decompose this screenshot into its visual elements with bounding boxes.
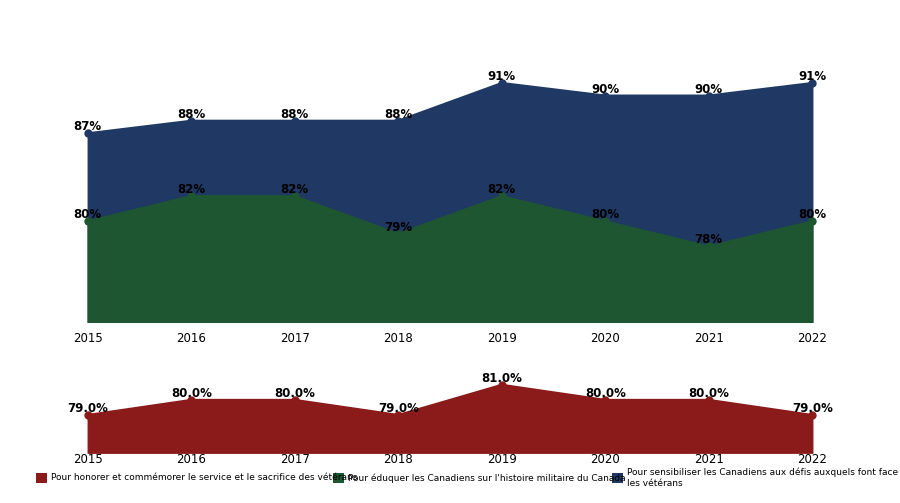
Text: 79.0%: 79.0% bbox=[792, 402, 832, 415]
Text: 79.0%: 79.0% bbox=[68, 402, 108, 415]
Text: 2022: 2022 bbox=[797, 332, 827, 345]
Text: 2017: 2017 bbox=[280, 454, 310, 466]
Text: 2020: 2020 bbox=[590, 454, 620, 466]
Text: 90%: 90% bbox=[591, 82, 619, 96]
Text: 2016: 2016 bbox=[176, 332, 206, 345]
Text: Pour éduquer les Canadiens sur l'histoire militaire du Canada: Pour éduquer les Canadiens sur l'histoir… bbox=[348, 473, 626, 482]
Text: 2018: 2018 bbox=[383, 332, 413, 345]
Text: 2020: 2020 bbox=[590, 332, 620, 345]
Text: 87%: 87% bbox=[74, 120, 102, 133]
Text: 2017: 2017 bbox=[280, 332, 310, 345]
Text: 82%: 82% bbox=[177, 183, 205, 196]
Text: 78%: 78% bbox=[695, 233, 723, 246]
Text: 88%: 88% bbox=[281, 108, 309, 121]
Text: 88%: 88% bbox=[384, 108, 412, 121]
Text: 80.0%: 80.0% bbox=[274, 387, 315, 400]
Text: Pour honorer et commémorer le service et le sacrifice des vétérans: Pour honorer et commémorer le service et… bbox=[51, 473, 357, 482]
Text: 2015: 2015 bbox=[73, 332, 103, 345]
Text: 2015: 2015 bbox=[73, 454, 103, 466]
Text: 2021: 2021 bbox=[694, 454, 724, 466]
Text: Pour sensibiliser les Canadiens aux défis auxquels font face les vétérans: Pour sensibiliser les Canadiens aux défi… bbox=[627, 468, 898, 488]
Text: 2021: 2021 bbox=[694, 332, 724, 345]
Text: 80.0%: 80.0% bbox=[171, 387, 212, 400]
Text: 91%: 91% bbox=[798, 70, 826, 83]
Text: 2019: 2019 bbox=[487, 454, 517, 466]
Text: 82%: 82% bbox=[281, 183, 309, 196]
Text: 2016: 2016 bbox=[176, 454, 206, 466]
Text: 91%: 91% bbox=[488, 70, 516, 83]
Text: 81.0%: 81.0% bbox=[482, 372, 522, 385]
Text: 80.0%: 80.0% bbox=[688, 387, 729, 400]
Text: 79.0%: 79.0% bbox=[378, 402, 419, 415]
Text: 80.0%: 80.0% bbox=[585, 387, 625, 400]
Text: 80%: 80% bbox=[74, 208, 102, 221]
Text: 80%: 80% bbox=[591, 208, 619, 221]
Text: 79%: 79% bbox=[384, 221, 412, 234]
Text: 90%: 90% bbox=[695, 82, 723, 96]
Text: 2019: 2019 bbox=[487, 332, 517, 345]
Text: 82%: 82% bbox=[488, 183, 516, 196]
Text: 88%: 88% bbox=[177, 108, 205, 121]
Text: 2018: 2018 bbox=[383, 454, 413, 466]
Text: 80%: 80% bbox=[798, 208, 826, 221]
Text: 2022: 2022 bbox=[797, 454, 827, 466]
